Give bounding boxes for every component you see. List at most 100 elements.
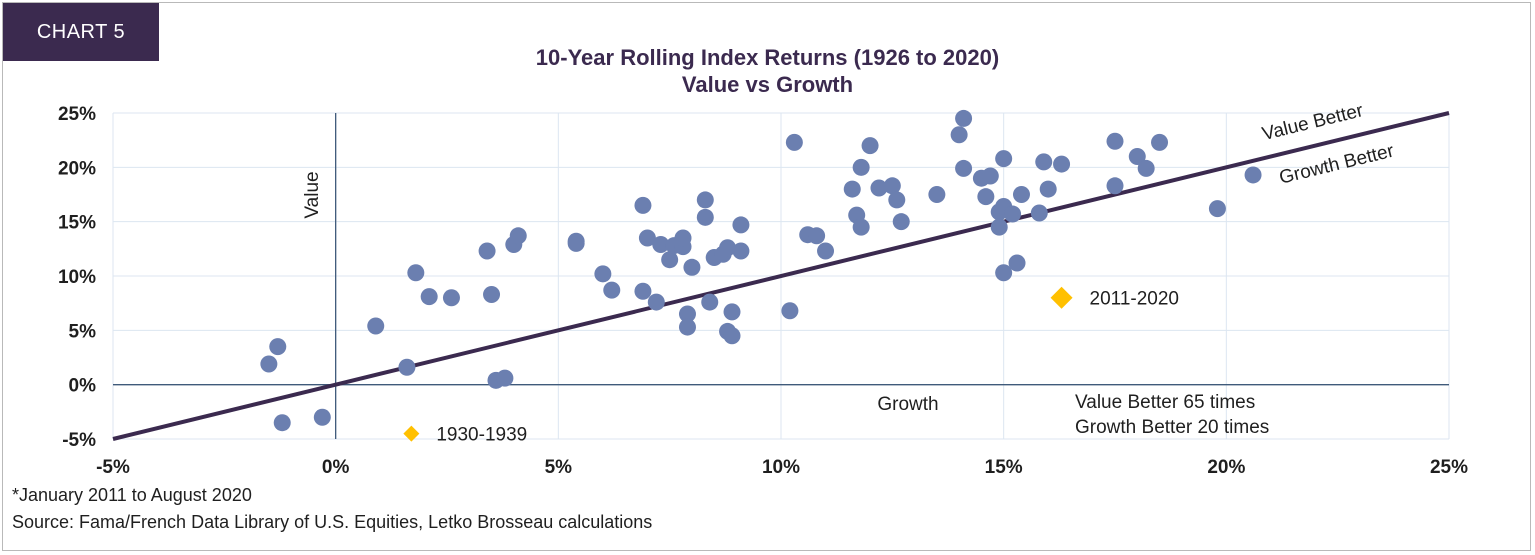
- data-point: [634, 196, 652, 214]
- highlight-diamond: [1050, 286, 1073, 309]
- data-point: [696, 208, 714, 226]
- data-point: [678, 318, 696, 336]
- data-points: [260, 109, 1262, 432]
- x-tick-label: 20%: [1207, 457, 1245, 478]
- summary-line: Value Better 65 times: [1075, 392, 1255, 413]
- chart-number-badge: CHART 5: [3, 3, 159, 61]
- data-point: [843, 180, 861, 198]
- data-point: [398, 358, 416, 376]
- data-point: [1004, 205, 1022, 223]
- x-tick-label: 0%: [322, 457, 350, 478]
- data-point: [696, 191, 714, 209]
- highlight-label: 2011-2020: [1090, 289, 1179, 310]
- data-point: [407, 264, 425, 282]
- data-point: [883, 177, 901, 195]
- data-point: [1012, 186, 1030, 203]
- data-point: [892, 213, 910, 231]
- data-point: [647, 293, 665, 311]
- data-point: [603, 281, 621, 299]
- data-point: [995, 150, 1013, 168]
- data-point: [1039, 180, 1057, 198]
- data-point: [1106, 132, 1124, 150]
- data-point: [888, 191, 906, 209]
- y-tick-label: 20%: [58, 158, 96, 179]
- data-point: [785, 133, 803, 151]
- highlighted-points: 2011-2020 1930-1939: [403, 286, 1179, 446]
- tick-labels: -5% 0% 5% 10% 15% 20% 25% 25% 20% 15% 10% 5% 0% -5%: [58, 104, 1468, 478]
- highlight-diamond: [403, 425, 420, 442]
- y-tick-label: 5%: [69, 321, 97, 342]
- data-point: [567, 234, 585, 252]
- data-point: [442, 289, 460, 307]
- data-point: [781, 302, 799, 320]
- data-point: [955, 109, 973, 127]
- y-tick-label: 25%: [58, 104, 96, 125]
- chart-title: 10-Year Rolling Index Returns (1926 to 2…: [535, 45, 1000, 70]
- data-point: [483, 285, 501, 303]
- data-point: [870, 179, 888, 197]
- data-point: [723, 303, 741, 321]
- y-tick-label: 0%: [69, 376, 97, 397]
- data-point: [950, 126, 968, 144]
- chart-subtitle: Value vs Growth: [681, 72, 854, 97]
- data-point: [719, 239, 737, 257]
- data-point: [594, 265, 612, 283]
- data-point: [313, 408, 331, 426]
- data-point: [817, 242, 835, 260]
- x-tick-label: 25%: [1430, 457, 1468, 478]
- footnote-note: *January 2011 to August 2020: [12, 485, 252, 505]
- parity-line: [112, 111, 1450, 441]
- x-tick-label: 5%: [545, 457, 573, 478]
- data-point: [269, 338, 287, 356]
- data-point: [723, 327, 741, 345]
- data-point: [478, 242, 496, 260]
- data-point: [1106, 177, 1124, 195]
- data-point: [995, 264, 1013, 282]
- data-point: [1053, 155, 1071, 173]
- data-point: [852, 158, 870, 176]
- data-point: [808, 227, 826, 245]
- parity-line: [112, 111, 1450, 441]
- data-point: [1137, 159, 1155, 177]
- y-tick-label: 15%: [58, 213, 96, 234]
- data-point: [678, 305, 696, 323]
- x-tick-label: -5%: [96, 457, 130, 478]
- highlight-label: 1930-1939: [436, 425, 527, 446]
- data-point: [732, 216, 750, 234]
- summary-line: Growth Better 20 times: [1075, 417, 1269, 438]
- data-point: [1035, 153, 1053, 171]
- data-point: [852, 218, 870, 236]
- x-tick-label: 10%: [762, 457, 800, 478]
- data-point: [674, 229, 692, 247]
- data-point: [977, 188, 995, 206]
- data-point: [1208, 200, 1226, 218]
- value-axis-label: Value: [302, 171, 323, 218]
- y-tick-label: -5%: [62, 430, 96, 451]
- data-point: [367, 317, 385, 335]
- data-point: [1030, 204, 1048, 222]
- data-point: [683, 258, 701, 276]
- data-point: [661, 251, 679, 269]
- data-point: [420, 288, 438, 306]
- data-point: [981, 167, 999, 185]
- data-point: [732, 242, 750, 260]
- growth-axis-label: Growth: [877, 394, 938, 415]
- data-point: [652, 235, 670, 253]
- data-point: [928, 186, 946, 203]
- data-point: [990, 218, 1008, 236]
- data-point: [1128, 147, 1146, 165]
- x-tick-label: 15%: [985, 457, 1023, 478]
- data-point: [955, 159, 973, 177]
- data-point: [496, 369, 514, 387]
- y-tick-label: 10%: [58, 267, 96, 288]
- data-point: [273, 414, 291, 432]
- data-point: [1008, 254, 1026, 272]
- data-point: [260, 355, 278, 373]
- footnote-source: Source: Fama/French Data Library of U.S.…: [12, 512, 653, 532]
- data-point: [701, 293, 719, 311]
- data-point: [1244, 166, 1262, 184]
- data-point: [861, 137, 879, 155]
